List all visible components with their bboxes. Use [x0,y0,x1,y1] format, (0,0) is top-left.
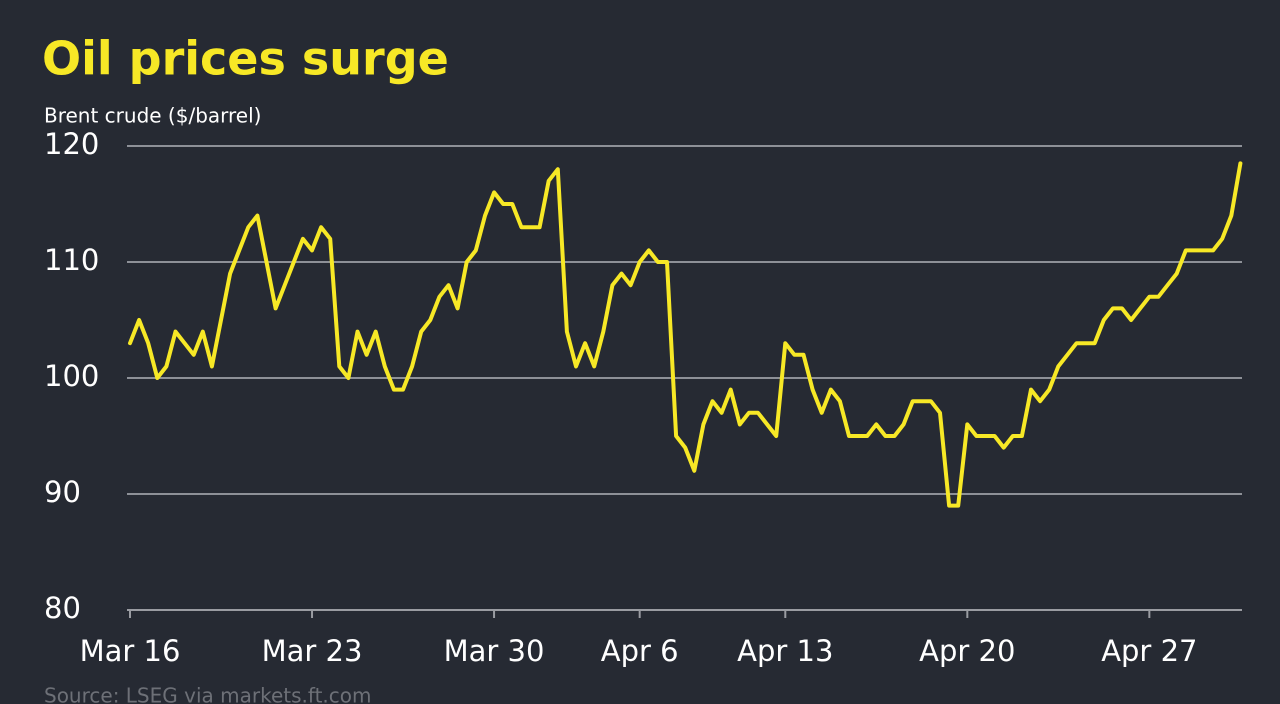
x-tick-label: Mar 16 [80,634,181,668]
x-tick-label: Apr 13 [737,634,833,668]
y-tick-label: 100 [44,359,99,393]
y-tick-label: 110 [44,243,99,277]
data-line [128,161,1243,508]
x-tick-label: Mar 30 [444,634,545,668]
x-tick-label: Apr 6 [601,634,679,668]
y-tick-label: 90 [44,475,81,509]
chart-title: Oil prices surge [42,32,449,86]
source-note: Source: LSEG via markets.ft.com [44,684,371,704]
x-tick-label: Apr 27 [1101,634,1197,668]
x-tick-label: Mar 23 [262,634,363,668]
y-tick-label: 80 [44,591,81,625]
y-tick-label: 120 [44,127,99,161]
chart-subtitle: Brent crude ($/barrel) [44,104,261,128]
x-tick-label: Apr 20 [919,634,1015,668]
